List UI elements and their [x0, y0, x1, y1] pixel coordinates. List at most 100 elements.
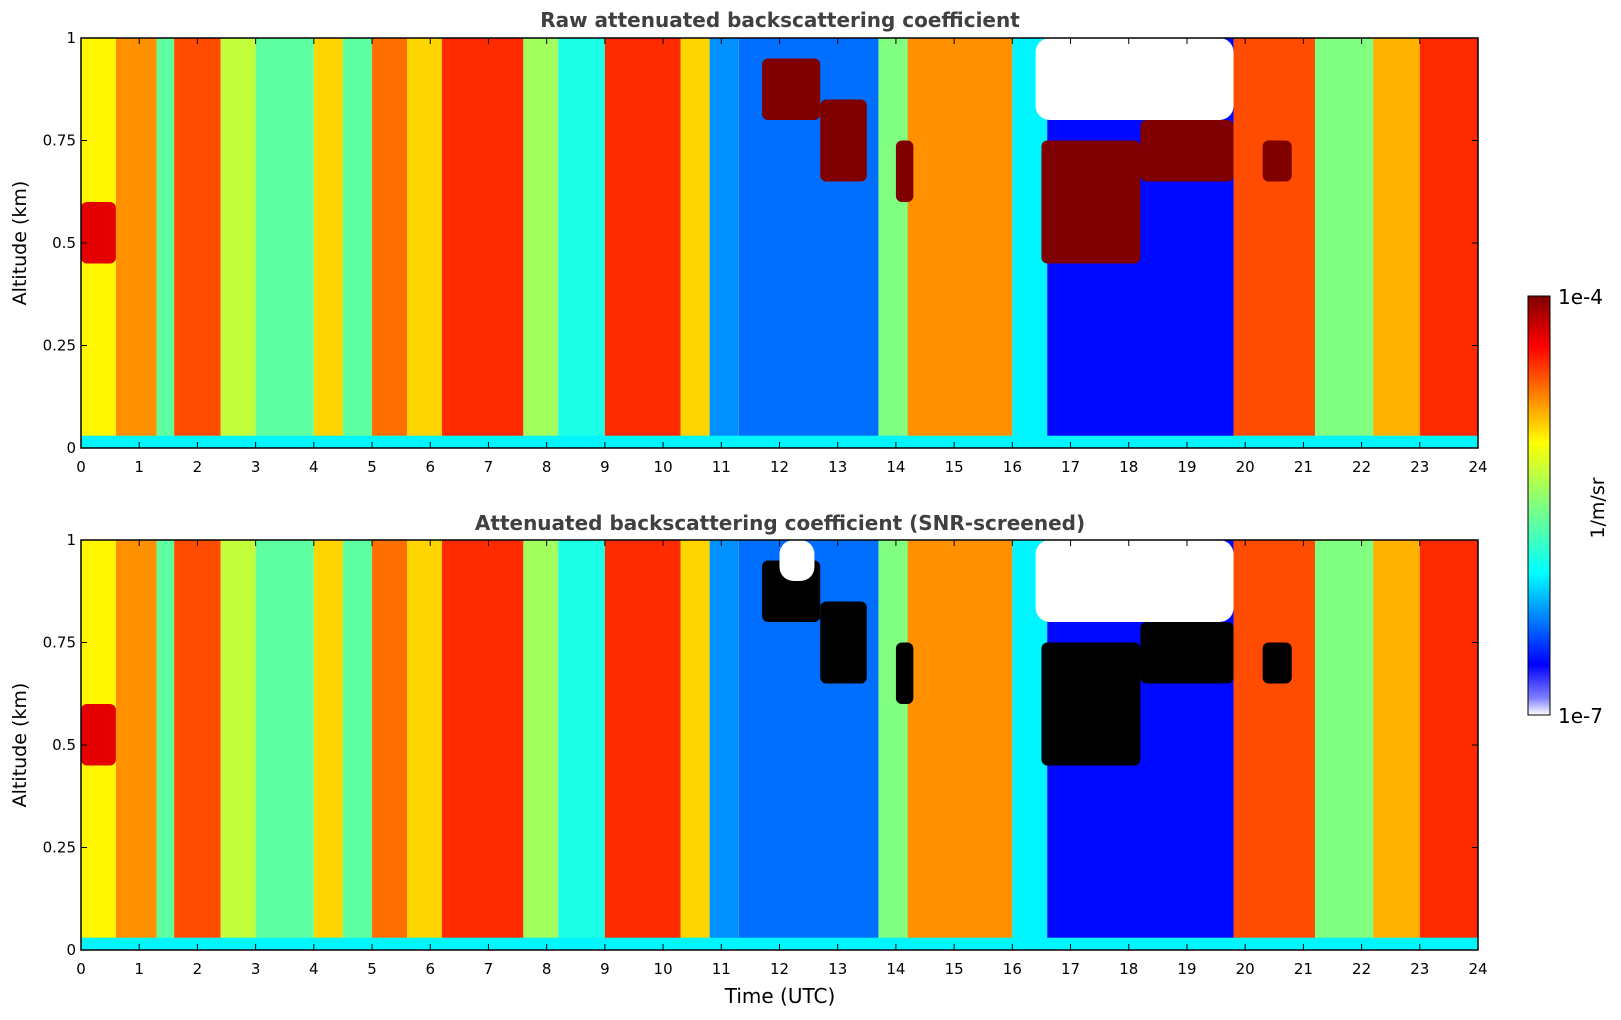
cloud-region	[1140, 622, 1234, 684]
cloud-region	[820, 99, 867, 182]
x-tick-label: 1	[134, 960, 144, 978]
colorbar: 1e-4 1e-7 1/m/sr	[1527, 285, 1609, 728]
colorbar-unit-label: 1/m/sr	[1587, 477, 1609, 538]
y-tick-label: 0.75	[43, 132, 76, 150]
x-axis: 0 1 2 3 4 5 6 7 8 9 10 11 12 13 14 15 16 17 18 19 20 21 22 23 24	[76, 38, 1488, 476]
x-tick-label: 9	[600, 960, 610, 978]
time-band	[878, 38, 908, 448]
cloud-region	[1262, 642, 1292, 684]
time-band	[604, 540, 681, 950]
x-tick-label: 18	[1119, 458, 1138, 476]
x-tick-label: 24	[1468, 960, 1487, 978]
x-tick-label: 3	[251, 960, 261, 978]
time-band	[1373, 38, 1420, 448]
x-tick-label: 14	[886, 458, 905, 476]
time-band	[878, 540, 908, 950]
cloud-region	[81, 704, 116, 766]
time-band	[156, 38, 175, 448]
y-tick-label: 1	[66, 531, 76, 549]
y-tick-label: 0.25	[43, 337, 76, 355]
x-tick-label: 15	[945, 458, 964, 476]
x-tick-label: 4	[309, 458, 319, 476]
colorbar-min-label: 1e-7	[1558, 704, 1603, 728]
x-tick-label: 2	[193, 458, 203, 476]
time-band	[174, 38, 221, 448]
x-tick-label: 13	[828, 458, 847, 476]
heatmap-area	[81, 38, 1478, 448]
missing-data-region	[1035, 38, 1234, 120]
time-band	[342, 540, 373, 950]
y-tick-label: 0.75	[43, 634, 76, 652]
time-band	[115, 540, 157, 950]
x-tick-label: 10	[654, 960, 673, 978]
cloud-region	[762, 58, 821, 120]
time-band	[441, 38, 524, 448]
time-band	[1233, 38, 1316, 448]
time-band	[372, 540, 407, 950]
time-band	[1373, 540, 1420, 950]
cloud-region	[895, 140, 914, 202]
time-band	[220, 540, 256, 950]
time-band	[406, 38, 442, 448]
time-band	[709, 540, 739, 950]
time-band	[523, 540, 559, 950]
x-axis: 0 1 2 3 4 5 6 7 8 9 10 11 12 13 14 15 16 17 18 19 20 21 22 23 24	[76, 540, 1488, 978]
x-tick-label: 12	[770, 960, 789, 978]
time-band	[220, 38, 256, 448]
x-tick-label: 7	[484, 458, 494, 476]
panel-title: Attenuated backscattering coefficient (S…	[475, 511, 1085, 535]
time-band	[907, 38, 1013, 448]
time-band	[558, 38, 605, 448]
x-tick-label: 22	[1352, 458, 1371, 476]
time-band	[342, 38, 373, 448]
panel-title: Raw attenuated backscattering coefficien…	[540, 8, 1020, 32]
time-band	[604, 38, 681, 448]
x-tick-label: 16	[1003, 458, 1022, 476]
y-axis: 0 0.25 0.5 0.75 1	[43, 29, 1478, 457]
x-tick-label: 23	[1410, 458, 1429, 476]
time-band	[313, 38, 343, 448]
time-band	[1315, 38, 1374, 448]
y-tick-label: 0	[66, 941, 76, 959]
y-tick-label: 1	[66, 29, 76, 47]
x-tick-label: 16	[1003, 960, 1022, 978]
cloud-region	[1140, 120, 1234, 182]
time-band	[313, 540, 343, 950]
x-tick-label: 7	[484, 960, 494, 978]
y-tick-label: 0	[66, 439, 76, 457]
panel-screened: Attenuated backscattering coefficient (S…	[9, 511, 1488, 978]
x-tick-label: 18	[1119, 960, 1138, 978]
x-tick-label: 3	[251, 458, 261, 476]
x-tick-label: 6	[425, 458, 435, 476]
time-band	[1315, 540, 1374, 950]
x-axis-label: Time (UTC)	[724, 984, 836, 1008]
time-band	[441, 540, 524, 950]
y-axis: 0 0.25 0.5 0.75 1	[43, 531, 1478, 959]
time-band	[115, 38, 157, 448]
time-band	[255, 540, 314, 950]
x-tick-label: 9	[600, 458, 610, 476]
x-tick-label: 17	[1061, 458, 1080, 476]
heatmap-area	[81, 540, 1478, 950]
x-tick-label: 21	[1294, 458, 1313, 476]
x-tick-label: 5	[367, 960, 377, 978]
cloud-region	[895, 642, 914, 704]
colorbar-max-label: 1e-4	[1558, 285, 1603, 309]
x-tick-label: 21	[1294, 960, 1313, 978]
x-tick-label: 4	[309, 960, 319, 978]
time-band	[1419, 540, 1478, 950]
missing-data-region	[1035, 540, 1234, 622]
cloud-region	[81, 202, 116, 264]
time-band	[1419, 38, 1478, 448]
x-tick-label: 1	[134, 458, 144, 476]
cloud-region	[1041, 140, 1141, 264]
time-band	[558, 540, 605, 950]
time-band	[680, 540, 710, 950]
x-tick-label: 19	[1177, 458, 1196, 476]
time-band	[372, 38, 407, 448]
x-tick-label: 8	[542, 960, 552, 978]
x-tick-label: 24	[1468, 458, 1487, 476]
x-tick-label: 17	[1061, 960, 1080, 978]
time-band	[709, 38, 739, 448]
y-tick-label: 0.25	[43, 839, 76, 857]
